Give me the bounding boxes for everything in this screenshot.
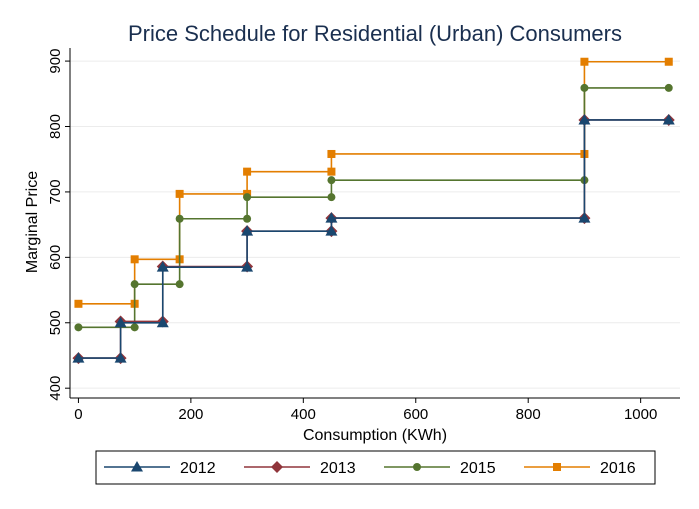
chart-title: Price Schedule for Residential (Urban) C… (128, 21, 622, 46)
data-point-2015-1 (130, 323, 139, 332)
legend: 2012 2013 2015 2016 (104, 460, 636, 477)
data-point-2012-2 (114, 316, 127, 328)
data-point-2015-10 (580, 83, 589, 92)
legend-item-2012: 2012 (104, 460, 216, 477)
data-point-2015-5 (243, 214, 252, 223)
legend-marker-2016 (553, 463, 561, 471)
data-point-2015-6 (243, 193, 252, 202)
y-tick-label-4: 800 (47, 114, 64, 139)
data-point-2016-10 (580, 57, 589, 66)
data-point-2012-8 (325, 212, 338, 223)
y-tick-label-1: 500 (47, 310, 64, 335)
y-ticks: 400 500 600 700 800 900 (47, 49, 70, 401)
data-point-2015-0 (74, 323, 83, 332)
data-point-2012-4 (156, 261, 169, 272)
data-point-2012-11 (662, 113, 675, 125)
data-point-2012-0 (72, 352, 85, 363)
plot-frame (69, 48, 680, 399)
data-point-2016-8 (327, 149, 336, 158)
data-point-2015-11 (664, 83, 673, 92)
data-point-2015-8 (327, 176, 336, 185)
y-axis-label: Marginal Price (24, 171, 41, 273)
x-tick-label-4: 800 (516, 406, 541, 423)
series-2012 (72, 113, 675, 363)
data-point-2012-7 (325, 225, 338, 236)
legend-marker-2013 (271, 461, 283, 473)
data-point-2016-11 (664, 57, 673, 66)
series-line-2012 (78, 119, 669, 359)
data-point-2015-2 (130, 280, 139, 289)
legend-item-2016: 2016 (524, 460, 636, 477)
x-tick-label-5: 1000 (624, 406, 657, 423)
data-point-2012-10 (578, 113, 591, 125)
data-point-2012-6 (241, 225, 254, 236)
legend-label-2012: 2012 (180, 460, 216, 477)
x-tick-label-0: 0 (74, 406, 82, 423)
data-point-2016-4 (175, 189, 184, 198)
legend-marker-2012 (131, 461, 143, 472)
x-tick-label-2: 400 (291, 406, 316, 423)
x-tick-label-1: 200 (178, 406, 203, 423)
y-tick-label-3: 700 (47, 179, 64, 204)
legend-label-2015: 2015 (460, 460, 496, 477)
x-tick-label-3: 600 (403, 406, 428, 423)
data-point-2015-4 (175, 214, 184, 223)
legend-label-2013: 2013 (320, 460, 356, 477)
data-point-2015-7 (327, 193, 336, 202)
data-point-2016-6 (243, 167, 252, 176)
legend-item-2015: 2015 (384, 460, 496, 477)
data-point-2012-9 (578, 212, 591, 223)
y-tick-label-2: 600 (47, 245, 64, 270)
x-axis-label: Consumption (KWh) (303, 427, 447, 444)
data-point-2016-2 (130, 255, 139, 264)
data-point-2012-3 (156, 316, 169, 328)
data-point-2016-7 (327, 167, 336, 176)
grid-lines (70, 60, 680, 389)
y-tick-label-0: 400 (47, 376, 64, 401)
legend-marker-2015 (413, 463, 421, 471)
data-point-2016-0 (74, 299, 83, 308)
legend-label-2016: 2016 (600, 460, 636, 477)
data-point-2012-5 (241, 261, 254, 272)
data-point-2012-1 (114, 352, 127, 363)
legend-item-2013: 2013 (244, 460, 356, 477)
x-ticks: 0 200 400 600 800 1000 (74, 398, 657, 423)
series-layer (72, 57, 675, 365)
data-point-2015-3 (175, 280, 184, 289)
y-tick-label-5: 900 (47, 49, 64, 74)
